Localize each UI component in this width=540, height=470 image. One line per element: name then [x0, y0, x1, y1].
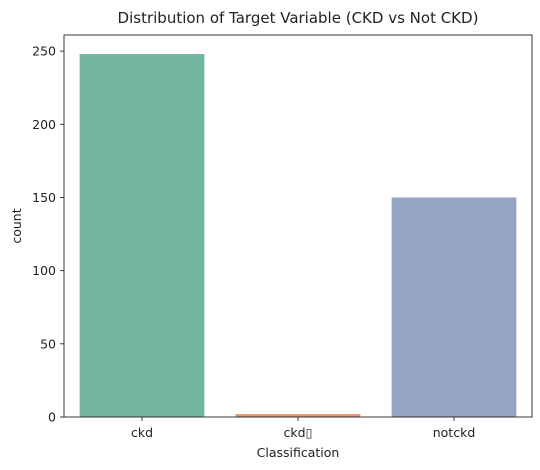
x-axis-label: Classification	[257, 445, 340, 460]
bar-2	[235, 414, 361, 417]
x-tick-label: ckd▯	[284, 425, 313, 440]
x-axis: ckd ckd▯ notckd	[131, 417, 475, 440]
x-tick-label: ckd	[131, 425, 153, 440]
plot-frame	[63, 34, 533, 418]
y-tick-label: 0	[48, 410, 56, 425]
bar-1	[79, 54, 205, 417]
y-tick-label: 50	[40, 336, 56, 351]
x-tick-label: notckd	[433, 425, 476, 440]
y-tick-label: 100	[32, 263, 56, 278]
y-tick-label: 200	[32, 117, 56, 132]
y-axis-label: count	[9, 208, 24, 243]
bar-3	[391, 197, 517, 417]
y-tick-label: 150	[32, 190, 56, 205]
bars-group	[79, 54, 517, 417]
y-axis: 0 50 100 150 200 250	[32, 44, 64, 425]
y-tick-label: 250	[32, 44, 56, 59]
chart-title: Distribution of Target Variable (CKD vs …	[118, 9, 479, 27]
